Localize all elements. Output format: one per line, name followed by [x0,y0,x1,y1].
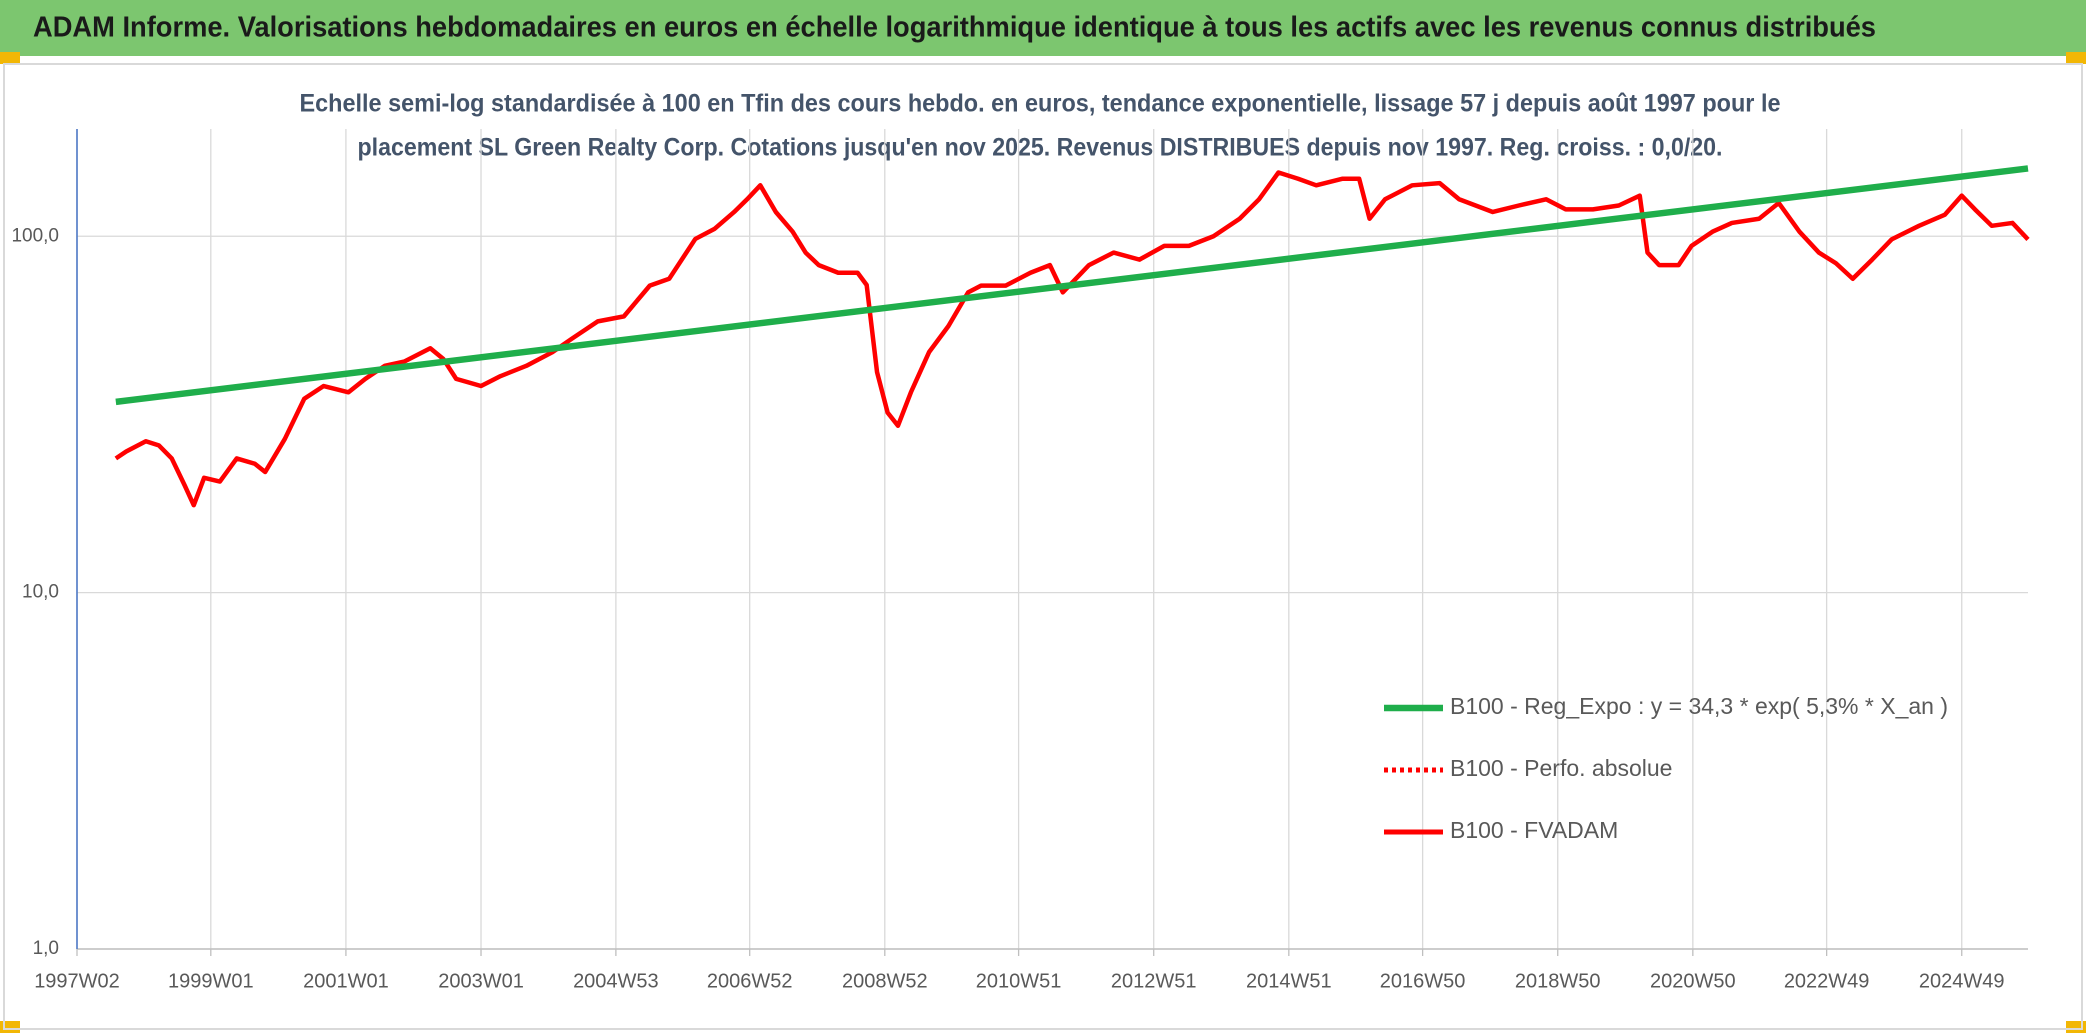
x-tick-label: 2014W51 [1246,970,1332,992]
corner-decor [2066,52,2086,64]
chart-subtitle: Echelle semi-log standardisée à 100 en T… [300,90,1781,118]
y-tick-label: 10,0 [22,582,59,603]
legend-label: B100 - FVADAM [1450,817,1618,843]
x-tick-label: 2001W01 [303,970,389,992]
x-tick-label: 2012W51 [1111,970,1197,992]
x-tick-label: 2008W52 [842,970,928,992]
x-tick-label: 2010W51 [976,970,1062,992]
x-tick-label: 2024W49 [1919,970,2005,992]
x-tick-label: 2004W53 [573,970,659,992]
legend-label: B100 - Perfo. absolue [1450,755,1672,781]
x-tick-label: 2003W01 [438,970,524,992]
series-line [115,165,2029,406]
plot-frame [3,63,2083,1030]
x-tick-label: 2018W50 [1515,970,1601,992]
page-title: ADAM Informe. Valorisations hebdomadaire… [33,12,1876,44]
x-tick-label: 2022W49 [1784,970,1870,992]
x-tick-label: 2006W52 [707,970,793,992]
x-tick-label: 1997W02 [34,970,120,992]
x-tick-label: 2020W50 [1650,970,1736,992]
legend-label: B100 - Reg_Expo : y = 34,3 * exp( 5,3% *… [1450,693,1948,719]
y-tick-label: 100,0 [11,225,59,246]
y-tick-label: 1,0 [33,938,59,959]
header-bar [0,0,2086,56]
chart-subtitle: placement SL Green Realty Corp. Cotation… [358,134,1723,162]
x-tick-label: 2016W50 [1380,970,1466,992]
corner-decor [0,52,20,64]
x-tick-label: 1999W01 [168,970,254,992]
